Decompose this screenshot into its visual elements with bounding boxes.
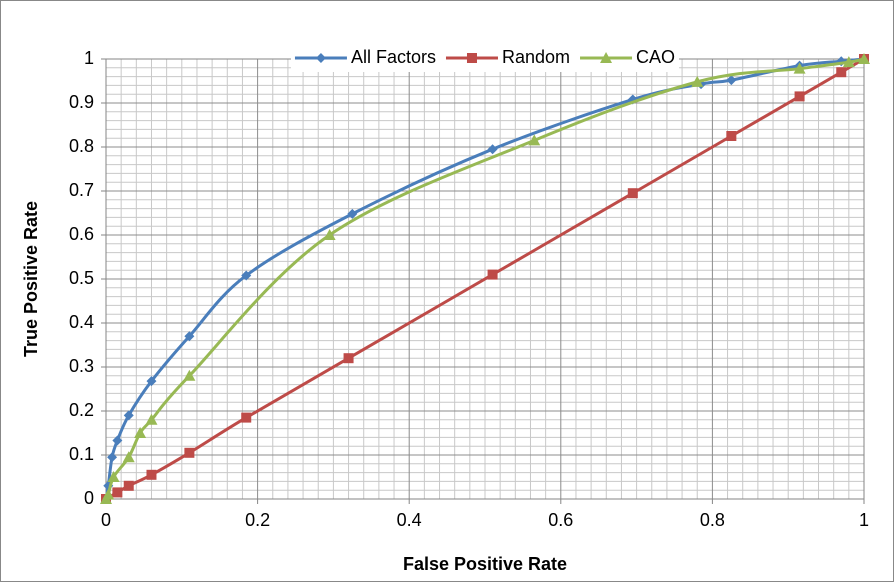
marker: [183, 369, 196, 381]
y-tick-label: 0.6: [69, 224, 94, 244]
marker: [691, 75, 704, 87]
x-tick-label: 0.4: [397, 510, 422, 530]
marker: [858, 53, 870, 64]
x-tick-label: 1: [859, 510, 869, 530]
x-tick-label: 0.8: [700, 510, 725, 530]
marker: [793, 62, 806, 74]
legend: All Factors Random CAO: [290, 46, 680, 72]
marker: [184, 447, 195, 458]
legend-label: Random: [502, 47, 570, 67]
y-tick-label: 0.1: [69, 444, 94, 464]
marker: [241, 270, 252, 281]
y-tick-label: 0: [84, 488, 94, 508]
marker: [146, 469, 157, 480]
x-axis-title: False Positive Rate: [403, 554, 567, 574]
y-tick-label: 0.3: [69, 356, 94, 376]
y-tick-label: 0.8: [69, 136, 94, 156]
legend-label: CAO: [636, 47, 675, 67]
marker: [146, 376, 157, 387]
x-tick-label: 0.2: [245, 510, 270, 530]
marker: [627, 188, 638, 199]
marker: [123, 480, 134, 491]
marker: [122, 451, 135, 463]
y-axis-title: True Positive Rate: [21, 201, 41, 357]
legend-marker: [466, 53, 477, 63]
marker: [184, 331, 195, 342]
marker: [107, 471, 120, 482]
marker: [323, 229, 336, 240]
legend-marker: [315, 53, 326, 63]
marker: [842, 56, 855, 68]
marker: [726, 75, 737, 86]
marker: [241, 412, 252, 423]
grid: [105, 58, 865, 500]
series: [100, 53, 870, 504]
y-tick-label: 0.5: [69, 268, 94, 288]
y-tick-label: 0.4: [69, 312, 94, 332]
y-tick-label: 0.2: [69, 400, 94, 420]
legend-marker: [600, 52, 613, 63]
marker: [487, 144, 498, 155]
marker: [836, 67, 847, 78]
marker: [487, 269, 498, 280]
series-line: [104, 57, 865, 500]
marker: [123, 410, 134, 421]
x-tick-label: 0: [101, 510, 111, 530]
y-tick-label: 1: [84, 48, 94, 68]
marker: [102, 488, 115, 500]
y-tick-label: 0.7: [69, 180, 94, 200]
y-tick-label: 0.9: [69, 92, 94, 112]
marker: [528, 134, 541, 146]
marker: [134, 427, 147, 438]
marker: [145, 413, 158, 425]
marker: [726, 131, 737, 141]
legend-label: All Factors: [351, 47, 436, 67]
marker: [112, 435, 123, 446]
x-tick-label: 0.6: [548, 510, 573, 530]
marker: [794, 91, 805, 102]
marker: [347, 208, 358, 219]
marker: [343, 353, 354, 364]
marker: [107, 452, 118, 463]
marker: [112, 487, 123, 498]
